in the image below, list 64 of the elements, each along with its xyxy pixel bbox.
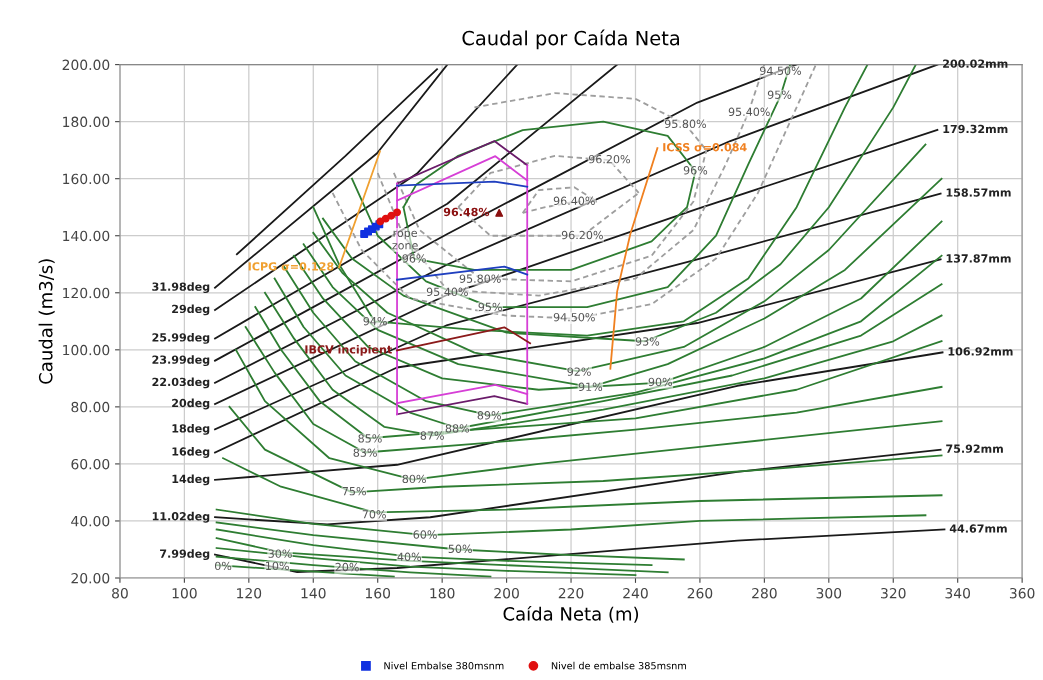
annotation: 29deg xyxy=(172,304,210,316)
y-tick-label: 200.00 xyxy=(62,59,110,71)
y-tick-label: 60.00 xyxy=(71,458,110,470)
x-tick-label: 180 xyxy=(430,587,455,599)
x-tick-label: 140 xyxy=(301,587,326,599)
annotation: 11.02deg xyxy=(152,511,210,523)
annotation: rope zone xyxy=(392,230,418,250)
annotation: 96.20% xyxy=(561,230,603,240)
annotation: 44.67mm xyxy=(949,524,1007,533)
chart-title: Caudal por Caída Neta xyxy=(462,29,679,50)
x-tick-label: 340 xyxy=(945,587,971,599)
y-tick-label: 80.00 xyxy=(71,401,110,413)
legend-label: Nivel de embalse 385msnm xyxy=(551,661,686,670)
x-tick-label: 100 xyxy=(172,587,197,599)
annotation: 96.20% xyxy=(588,154,630,164)
annotation: 137.87mm xyxy=(946,254,1011,263)
annotation: 106.92mm xyxy=(948,347,1013,356)
annotation: 95.80% xyxy=(459,274,501,283)
y-tick-label: 180.00 xyxy=(63,116,110,128)
annotation: 95.40% xyxy=(426,287,468,296)
annotation: 18deg xyxy=(172,423,210,435)
y-tick-label: 20.00 xyxy=(71,572,110,584)
y-tick-label: 100.00 xyxy=(63,344,110,356)
y-tick-label: 140.00 xyxy=(63,230,110,242)
x-tick-label: 160 xyxy=(365,587,391,599)
annotation: 22.03deg xyxy=(152,377,210,389)
annotation: 20deg xyxy=(172,398,210,410)
annotation: 30% xyxy=(268,549,292,558)
annotation: 96.48% xyxy=(443,207,490,217)
x-tick-label: 360 xyxy=(1009,587,1035,599)
annotation: 7.99deg xyxy=(160,549,210,561)
annotation: 23.99deg xyxy=(152,355,210,367)
x-tick-label: 200 xyxy=(494,587,519,599)
annotation: 14deg xyxy=(172,474,210,486)
annotation: 94.50% xyxy=(760,66,802,75)
x-tick-label: 240 xyxy=(623,587,648,599)
annotation: 31.98deg xyxy=(152,282,210,294)
y-axis-title: Caudal (m3/s) xyxy=(38,259,55,384)
annotation: 70% xyxy=(362,510,386,519)
annotation: 10% xyxy=(266,561,289,571)
x-axis-title: Caída Neta (m) xyxy=(503,606,639,623)
x-tick-label: 300 xyxy=(816,587,842,599)
annotation: 95.40% xyxy=(728,107,770,117)
x-tick-label: 80 xyxy=(112,587,128,599)
x-tick-label: 120 xyxy=(237,587,262,599)
annotation: 94.50% xyxy=(553,312,595,322)
x-tick-label: 280 xyxy=(752,587,777,599)
annotation: 200.02mm xyxy=(943,59,1008,68)
annotation: 96.40% xyxy=(553,196,595,206)
legend-label: Nivel Embalse 380msnm xyxy=(384,661,504,670)
x-tick-label: 220 xyxy=(558,587,584,599)
annotation: 20% xyxy=(335,562,359,572)
annotation: 179.32mm xyxy=(943,124,1008,134)
annotation: 158.57mm xyxy=(946,188,1011,197)
x-tick-label: 320 xyxy=(881,587,906,599)
annotation: 95.80% xyxy=(664,119,706,129)
y-tick-label: 40.00 xyxy=(71,515,110,527)
y-tick-label: 160.00 xyxy=(63,173,110,185)
x-tick-label: 260 xyxy=(687,587,713,599)
annotation: 0% xyxy=(214,561,232,571)
annotation: 75.92mm xyxy=(946,444,1003,453)
annotation: 16deg xyxy=(172,447,210,458)
annotation: 25.99deg xyxy=(152,332,210,344)
y-tick-label: 120.00 xyxy=(63,287,110,299)
